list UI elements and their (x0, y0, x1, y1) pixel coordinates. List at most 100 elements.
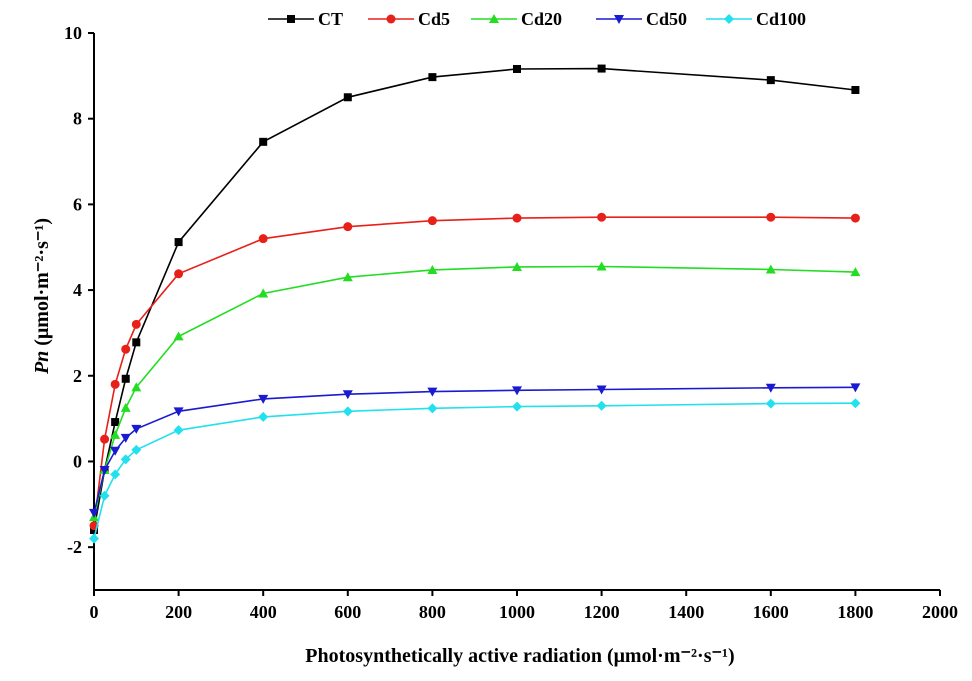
legend-item: Cd20 (471, 9, 562, 29)
data-point (512, 261, 522, 271)
data-point (131, 444, 142, 455)
data-point (258, 394, 269, 404)
data-point (111, 418, 120, 427)
data-point (259, 137, 268, 146)
x-tick-label: 400 (250, 602, 277, 622)
y-tick-label: 8 (73, 109, 82, 129)
x-tick-label: 800 (419, 602, 446, 622)
data-point (766, 76, 775, 85)
data-point (110, 379, 120, 389)
x-tick-label: 0 (90, 602, 99, 622)
legend-marker (614, 15, 624, 24)
data-point (596, 261, 607, 271)
series-ct (90, 64, 860, 535)
series-line (93, 402, 856, 539)
legend-item: Cd50 (596, 9, 687, 29)
data-point (512, 401, 522, 412)
data-point (173, 331, 184, 341)
series-cd5 (89, 212, 860, 531)
legend-label: CT (318, 9, 343, 29)
data-point (512, 386, 522, 396)
data-point (342, 406, 353, 417)
series-line (93, 265, 856, 518)
legend-label: Cd5 (418, 9, 450, 29)
x-tick-label: 1600 (753, 602, 789, 622)
legend-item: Cd5 (368, 9, 450, 29)
data-point (174, 269, 184, 279)
data-point (427, 264, 438, 274)
data-point (99, 466, 110, 476)
y-tick-label: -2 (67, 537, 82, 557)
y-axis-title-rest: (μmol·m⁻²·s⁻¹) (31, 218, 53, 351)
legend-label: Cd100 (756, 9, 806, 29)
data-point (89, 533, 99, 544)
data-point (343, 93, 352, 102)
x-tick-label: 600 (334, 602, 361, 622)
data-point (89, 508, 99, 518)
data-point (850, 383, 861, 393)
data-point (174, 238, 183, 247)
data-point (427, 216, 437, 226)
data-point (850, 213, 860, 223)
data-point (173, 407, 184, 417)
y-tick-label: 10 (64, 23, 82, 43)
data-point (121, 344, 131, 354)
legend: CT Cd5 Cd20 Cd50 Cd100 (268, 9, 806, 29)
data-point (132, 338, 141, 347)
x-tick-label: 200 (165, 602, 192, 622)
data-point (765, 264, 776, 274)
data-point (100, 434, 110, 444)
x-axis-title: Photosynthetically active radiation (μmo… (305, 645, 734, 667)
x-tick-label: 1800 (837, 602, 873, 622)
y-tick-label: 2 (73, 366, 82, 386)
data-point (597, 64, 606, 73)
data-point (850, 267, 861, 277)
y-axis-title-italic: Pn (31, 351, 53, 375)
y-tick-label: 4 (73, 280, 82, 300)
data-point (427, 403, 438, 414)
data-point (120, 433, 131, 443)
legend-label: Cd50 (646, 9, 687, 29)
series-layer (89, 64, 861, 544)
data-point (342, 272, 353, 282)
series-line (93, 386, 856, 514)
series-cd100 (89, 398, 861, 544)
data-point (851, 85, 860, 94)
data-point (120, 454, 131, 465)
data-point (99, 490, 110, 501)
y-tick-label: 6 (73, 194, 82, 214)
legend-marker (287, 15, 295, 23)
data-point (427, 387, 438, 397)
data-point (110, 429, 121, 439)
legend-marker (489, 14, 499, 23)
data-point (343, 222, 353, 232)
y-axis-title: Pn (μmol·m⁻²·s⁻¹) (31, 218, 53, 375)
data-point (850, 398, 861, 409)
data-point (597, 212, 607, 222)
legend-marker (724, 14, 734, 24)
axes: 0 200 400 600 800 1000 1200 1400 1600 1800 2000 -2 0… (64, 23, 958, 622)
data-point (765, 398, 776, 409)
legend-item: CT (268, 9, 343, 29)
data-point (110, 446, 121, 456)
data-point (596, 385, 607, 395)
series-line (93, 67, 856, 531)
legend-marker (386, 14, 396, 24)
data-point (131, 319, 141, 329)
data-point (513, 64, 521, 73)
data-point (766, 212, 776, 222)
data-point (258, 411, 269, 422)
data-point (173, 425, 184, 436)
x-tick-label: 2000 (922, 602, 958, 622)
legend-item: Cd100 (706, 9, 806, 29)
data-point (258, 234, 268, 244)
x-tick-label: 1000 (499, 602, 535, 622)
data-point (512, 213, 522, 223)
data-point (258, 288, 269, 298)
data-point (765, 383, 776, 393)
data-point (131, 382, 142, 392)
data-point (131, 424, 142, 434)
data-point (342, 390, 353, 400)
data-point (428, 73, 437, 82)
